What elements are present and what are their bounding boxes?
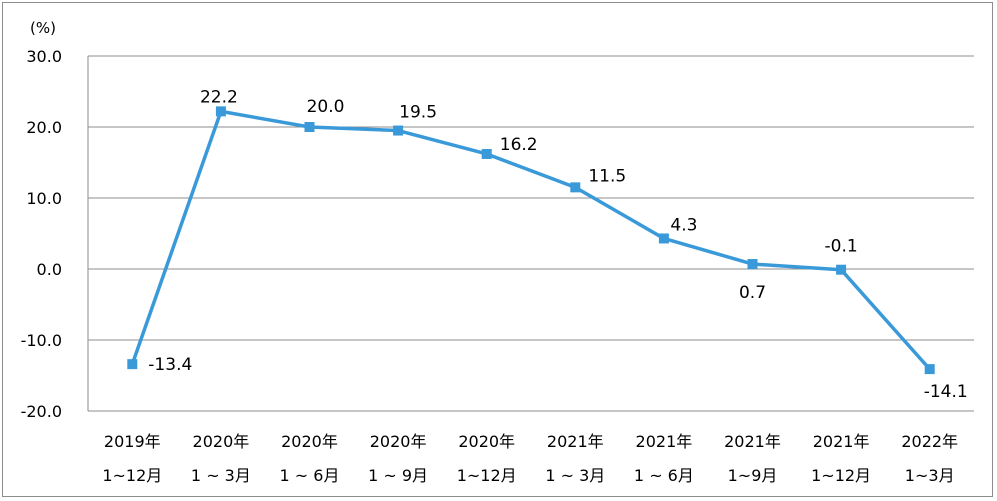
data-label: 16.2 — [500, 135, 538, 155]
data-label: -14.1 — [924, 382, 968, 402]
data-point-marker — [570, 182, 581, 193]
x-category-period: 1 ~ 3月 — [545, 466, 605, 485]
data-label: -13.4 — [148, 355, 192, 375]
series-line — [130, 109, 932, 371]
x-category-period: 1~12月 — [102, 466, 162, 485]
data-point-marker — [658, 233, 669, 244]
x-category-year: 2020年 — [458, 432, 515, 451]
x-category-period: 1~3月 — [905, 466, 955, 485]
data-point-marker — [836, 264, 847, 275]
x-category-period: 1~12月 — [457, 466, 517, 485]
x-category-year: 2021年 — [813, 432, 870, 451]
data-point-marker — [215, 106, 226, 117]
data-label: 22.2 — [200, 87, 238, 107]
x-category-period: 1~12月 — [811, 466, 871, 485]
y-unit-label: (%) — [30, 19, 56, 37]
data-point-marker — [481, 148, 492, 159]
x-category-year: 2022年 — [901, 432, 958, 451]
y-tick-label: -10.0 — [21, 331, 62, 350]
y-tick-label: -20.0 — [21, 402, 62, 421]
data-point-marker — [304, 122, 315, 132]
data-label: 0.7 — [739, 283, 766, 303]
data-label: -0.1 — [825, 237, 858, 257]
data-point-marker — [747, 259, 758, 270]
x-category-year: 2021年 — [636, 432, 693, 451]
data-point-marker — [393, 125, 404, 136]
y-tick-label: 30.0 — [26, 47, 62, 66]
data-label: 4.3 — [670, 215, 697, 235]
x-category-year: 2020年 — [281, 432, 338, 451]
data-label: 19.5 — [399, 103, 437, 123]
data-label: 11.5 — [588, 166, 626, 186]
x-category-year: 2021年 — [547, 432, 604, 451]
x-category-year: 2021年 — [724, 432, 781, 451]
y-tick-label: 20.0 — [26, 118, 62, 137]
x-category-period: 1 ~ 3月 — [191, 466, 251, 485]
x-category-year: 2020年 — [370, 432, 427, 451]
x-category-year: 2019年 — [104, 432, 161, 451]
data-label: 20.0 — [307, 97, 345, 117]
y-tick-label: 0.0 — [37, 260, 62, 279]
y-tick-label: 10.0 — [26, 189, 62, 208]
data-point-marker — [127, 359, 138, 370]
x-category-period: 1 ~ 6月 — [280, 466, 340, 485]
x-category-period: 1 ~ 6月 — [634, 466, 694, 485]
x-category-period: 1~9月 — [728, 466, 778, 485]
data-point-marker — [924, 364, 935, 375]
x-category-year: 2020年 — [193, 432, 250, 451]
x-category-period: 1 ~ 9月 — [368, 466, 428, 485]
